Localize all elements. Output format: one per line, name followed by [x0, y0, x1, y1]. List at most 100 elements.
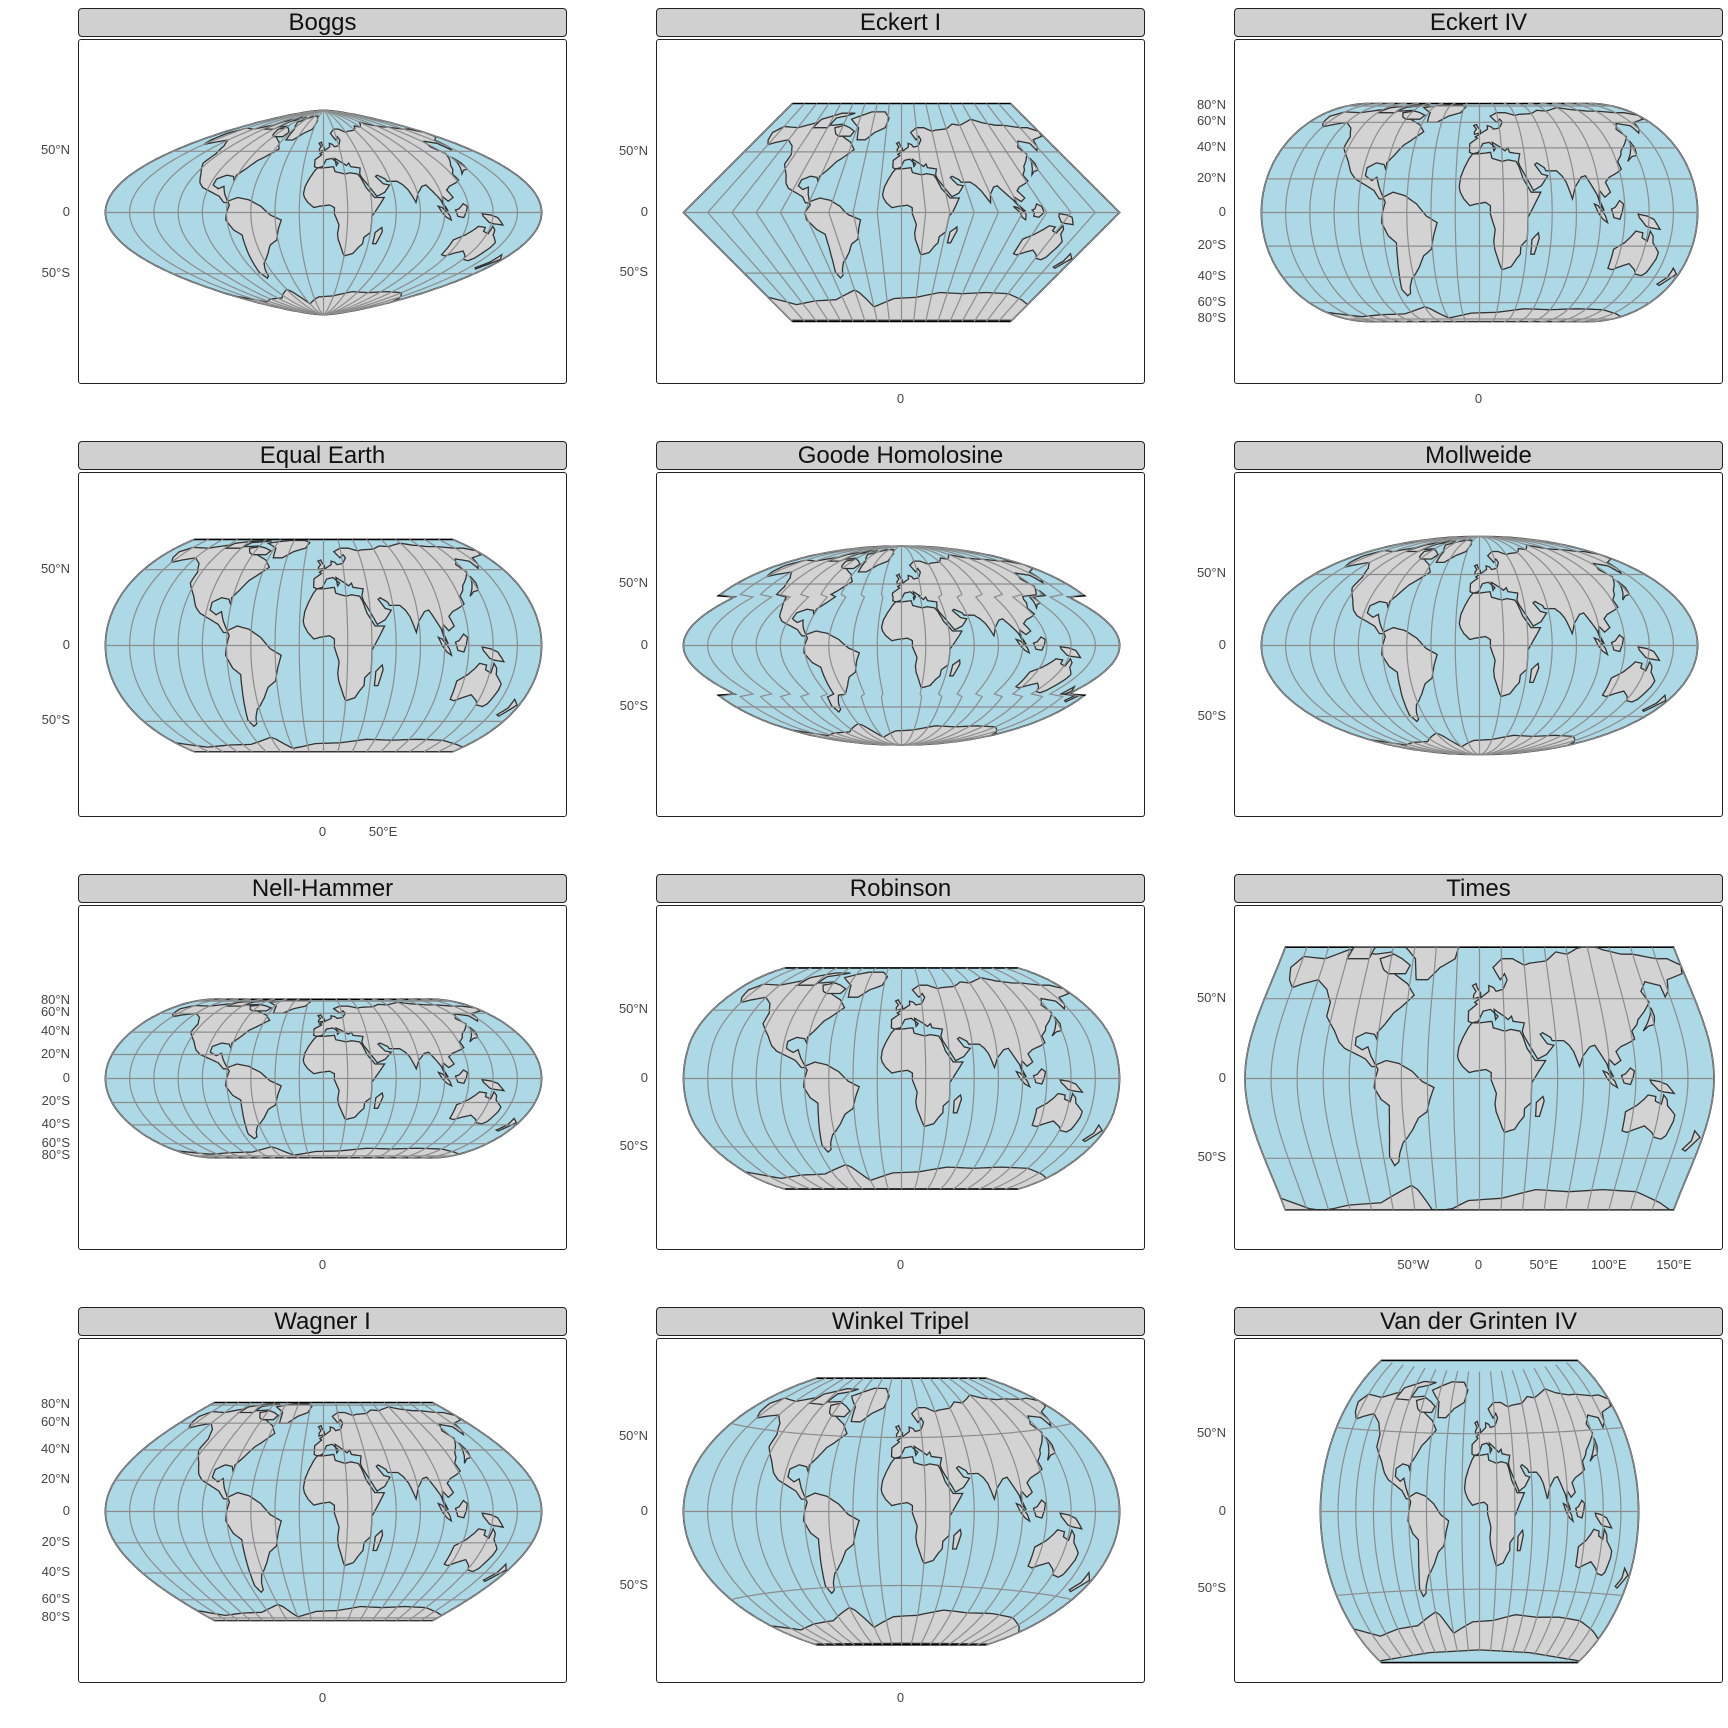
map-canvas — [104, 1401, 543, 1622]
land-uk — [316, 1014, 326, 1023]
lat-tick-label: 50°S — [619, 1137, 648, 1153]
lat-tick-label: 0 — [640, 1502, 648, 1518]
lat-tick-label: 40°N — [40, 1023, 70, 1039]
parallel-line — [730, 1422, 1073, 1439]
parallel-line — [1336, 1588, 1623, 1597]
land-new-zealand — [495, 697, 518, 718]
lon-tick-label: 150°E — [1656, 1257, 1692, 1272]
land-uk — [894, 998, 904, 1012]
panel-winkel: Winkel Tripel — [656, 1307, 1145, 1683]
lat-tick-label: 20°S — [41, 1533, 70, 1549]
land-baffin — [249, 1004, 273, 1012]
land-borneo — [454, 1069, 469, 1085]
land-australia — [443, 1527, 498, 1573]
panel-title: Mollweide — [1425, 441, 1532, 469]
land-madagascar — [373, 663, 384, 687]
lon-tick-label: 0 — [896, 391, 905, 406]
land-new-zealand — [1052, 252, 1073, 269]
graticule — [1260, 102, 1699, 323]
panel-title: Wagner I — [274, 1307, 371, 1335]
panel-nellhammer: Nell-Hammer — [78, 874, 567, 1250]
land-japan — [1589, 1437, 1598, 1462]
lon-tick-label: 50°E — [368, 824, 398, 839]
lat-tick-label: 80°S — [1197, 309, 1226, 325]
land-eurasia — [313, 1406, 465, 1511]
lat-tick-label: 50°N — [618, 142, 648, 158]
panel-title: Boggs — [288, 8, 357, 36]
land-madagascar — [952, 1093, 963, 1114]
land-greenland — [857, 549, 895, 573]
lat-tick-label: 50°S — [41, 712, 70, 728]
panel-title-strip: Times — [1234, 874, 1723, 903]
land-australia — [1574, 1527, 1613, 1577]
graticule — [104, 998, 543, 1159]
lat-tick-label: 0 — [640, 1069, 648, 1085]
graticule — [682, 1377, 1121, 1646]
parallel-line — [730, 1584, 1073, 1601]
panel-title-strip: Equal Earth — [78, 441, 567, 470]
land-borneo — [1620, 1067, 1636, 1086]
land-greenland — [1431, 1381, 1469, 1419]
land-eurasia — [890, 976, 1070, 1078]
map-canvas — [682, 1377, 1121, 1646]
lat-tick-label: 60°N — [40, 1004, 70, 1020]
land-new-zealand — [1058, 685, 1082, 703]
lon-tick-label: 0 — [318, 1257, 327, 1272]
land-borneo — [454, 202, 468, 219]
land-north-america — [767, 122, 855, 204]
land-madagascar — [1534, 1095, 1545, 1118]
land-eurasia — [313, 1001, 483, 1078]
lat-tick-label: 0 — [62, 203, 70, 219]
map-plot-area — [78, 905, 567, 1250]
land-uk — [1471, 982, 1482, 1000]
panel-robinson: Robinson — [656, 874, 1145, 1250]
graticule — [682, 103, 1121, 322]
lon-tick-label: 50°E — [1529, 1257, 1558, 1272]
land-greenland — [1435, 539, 1473, 564]
map-plot-area — [78, 39, 567, 384]
land-borneo — [454, 1499, 468, 1519]
panel-title: Equal Earth — [259, 441, 386, 469]
land-uk — [316, 559, 326, 571]
panel-title-strip: Wagner I — [78, 1307, 567, 1336]
land-south-america — [803, 630, 861, 714]
land-greenland — [284, 115, 320, 141]
land-madagascar — [371, 226, 383, 245]
land-south-america — [803, 197, 862, 279]
lat-tick-label: 80°S — [41, 1146, 70, 1162]
lat-tick-label: 50°N — [40, 142, 70, 158]
map-canvas — [682, 102, 1121, 323]
land-borneo — [1575, 1499, 1586, 1519]
land-australia — [1031, 1092, 1083, 1133]
panel-title: Eckert IV — [1429, 8, 1528, 36]
land-borneo — [1610, 634, 1624, 653]
lat-tick-label: 60°S — [41, 1590, 70, 1606]
panel-title-strip: Mollweide — [1234, 441, 1723, 470]
lon-tick-label: 0 — [318, 824, 327, 839]
land-eurasia — [1467, 946, 1683, 1078]
land-south-america — [225, 196, 283, 280]
land-arctic-islands — [1345, 946, 1404, 960]
land-australia — [448, 1090, 502, 1125]
lat-tick-label: 0 — [1218, 1069, 1226, 1085]
land-madagascar — [373, 1091, 384, 1109]
map-canvas — [104, 998, 543, 1159]
land-australia — [1027, 1528, 1079, 1579]
land-greenland — [1401, 946, 1461, 981]
map-plot-area — [78, 1338, 567, 1683]
lat-tick-label: 0 — [62, 1502, 70, 1518]
lat-tick-label: 20°N — [40, 1045, 70, 1061]
land-madagascar — [951, 1528, 962, 1550]
map-canvas — [104, 109, 543, 316]
land-baffin — [1379, 953, 1412, 975]
panel-eckert1: Eckert I — [656, 8, 1145, 384]
lat-tick-label: 0 — [640, 203, 648, 219]
land-australia — [1601, 660, 1656, 703]
lat-tick-label: 50°S — [1197, 1580, 1226, 1596]
land-eurasia — [1468, 107, 1645, 212]
parallel-line — [1336, 1426, 1623, 1435]
lat-tick-label: 20°S — [41, 1093, 70, 1109]
map-plot-area — [656, 905, 1145, 1250]
panel-times: Times — [1234, 874, 1723, 1250]
lat-tick-label: 60°S — [1197, 293, 1226, 309]
